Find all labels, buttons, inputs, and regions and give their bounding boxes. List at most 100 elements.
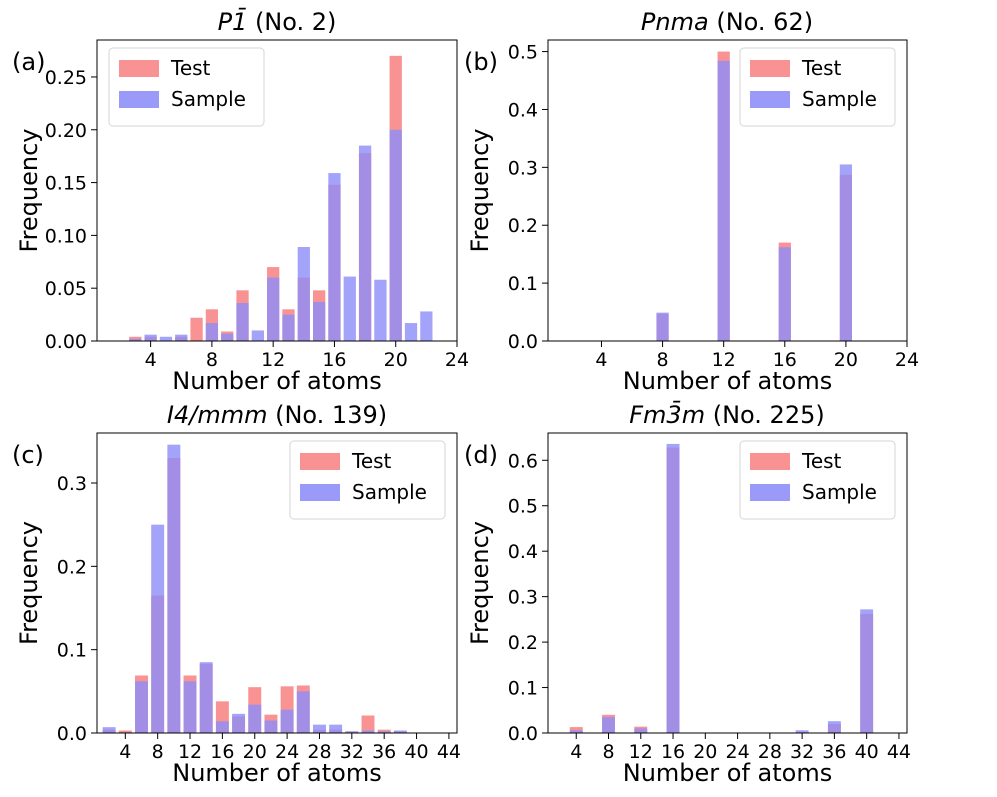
legend-label-test: Test xyxy=(170,56,211,80)
x-axis-label: Number of atoms xyxy=(172,367,381,395)
x-tick-label: 36 xyxy=(372,741,396,763)
y-axis-label: Frequency xyxy=(15,521,43,645)
bar-sample-x13 xyxy=(282,314,295,341)
legend-swatch-test xyxy=(750,453,790,470)
x-axis-label: Number of atoms xyxy=(623,759,832,787)
x-tick-label: 12 xyxy=(261,349,285,371)
y-axis-label: Frequency xyxy=(466,521,494,645)
panel-label: (b) xyxy=(464,48,498,76)
x-tick-label: 8 xyxy=(602,741,614,763)
panel-d: 4 8 12 16 20 24 28 32 36 40 44 0.0 0.1 0.2 0.3 0.4 0.5 0.… xyxy=(464,400,911,787)
bar-sample-x16 xyxy=(215,721,229,733)
x-tick-label: 20 xyxy=(693,741,717,763)
bar-sample-x5 xyxy=(159,336,173,341)
y-tick-label: 0.0 xyxy=(508,331,538,353)
bar-sample-x18 xyxy=(232,713,246,733)
x-tick-label: 12 xyxy=(712,349,736,371)
legend-label-sample: Sample xyxy=(802,87,877,111)
bar-sample-x38 xyxy=(393,730,407,733)
bar-sample-x14 xyxy=(297,247,310,341)
y-tick-label: 0.4 xyxy=(508,541,538,563)
bar-sample-x8 xyxy=(656,312,669,341)
y-tick-label: 0.3 xyxy=(508,157,538,179)
bar-sample-x32 xyxy=(345,731,359,733)
legend-swatch-test xyxy=(119,60,159,77)
bar-sample-x20 xyxy=(839,164,852,341)
bar-sample-x28 xyxy=(313,724,326,733)
bar-sample-x12 xyxy=(267,277,280,341)
legend-label-sample: Sample xyxy=(171,87,246,111)
chart-title-symbol: Pnma xyxy=(641,8,709,36)
bar-sample-x16 xyxy=(328,173,341,341)
x-tick-label: 36 xyxy=(822,741,846,763)
bar-sample-x36 xyxy=(377,731,391,733)
bar-sample-x14 xyxy=(199,662,213,733)
x-tick-label: 32 xyxy=(790,741,814,763)
plot-frame xyxy=(96,432,458,734)
panel-label: (c) xyxy=(12,441,44,469)
legend-swatch-sample xyxy=(750,91,790,108)
x-tick-label: 28 xyxy=(307,741,331,763)
y-tick-label: 0.05 xyxy=(45,278,87,300)
y-tick-label: 0.4 xyxy=(508,99,538,121)
legend-label-test: Test xyxy=(801,449,842,473)
legend: Test Sample xyxy=(739,47,896,127)
chart-title-symbol: Fm3̄m xyxy=(629,400,705,429)
x-tick-label: 24 xyxy=(725,741,749,763)
x-tick-label: 16 xyxy=(210,741,234,763)
bar-sample-x22 xyxy=(264,720,278,733)
y-tick-label: 0.2 xyxy=(508,215,538,237)
y-axis-label: Frequency xyxy=(15,129,43,253)
legend-swatch-sample xyxy=(119,91,159,108)
bar-test-x34 xyxy=(361,715,375,733)
panel-b: 4 8 12 16 20 24 0.0 0.1 0.2 0.3 0.4 0.5 Number of at… xyxy=(464,8,919,395)
legend-label-sample: Sample xyxy=(802,480,877,504)
x-tick-label: 4 xyxy=(119,741,131,763)
chart-title-number: (No. 225) xyxy=(705,401,825,429)
x-tick-label: 44 xyxy=(437,741,461,763)
bar-sample-x12 xyxy=(634,728,648,733)
bar-sample-x16 xyxy=(666,443,680,733)
bar-test-x4 xyxy=(569,727,583,733)
bar-sample-x19 xyxy=(374,279,387,341)
bar-sample-x6 xyxy=(175,334,188,341)
legend-swatch-sample xyxy=(750,484,790,501)
bar-sample-x32 xyxy=(795,730,809,733)
y-tick-label: 0.5 xyxy=(508,496,538,518)
bar-sample-x30 xyxy=(329,724,343,733)
chart-title: Pnma (No. 62) xyxy=(641,8,813,36)
y-tick-label: 0.1 xyxy=(508,678,538,700)
y-tick-label: 0.3 xyxy=(508,587,538,609)
y-tick-label: 0.1 xyxy=(508,273,538,295)
plot-frame xyxy=(96,39,458,342)
y-tick-label: 0.5 xyxy=(508,42,538,64)
bar-sample-x10 xyxy=(167,444,181,733)
bar-sample-x8 xyxy=(602,717,615,733)
y-tick-label: 0.3 xyxy=(57,473,87,495)
x-axis-label: Number of atoms xyxy=(172,759,381,787)
x-tick-label: 4 xyxy=(595,349,607,371)
y-tick-label: 0.00 xyxy=(45,331,87,353)
legend-label-test: Test xyxy=(351,449,392,473)
bar-sample-x10 xyxy=(236,302,249,341)
legend: Test Sample xyxy=(108,47,265,127)
panel-label: (d) xyxy=(464,441,498,469)
x-tick-label: 24 xyxy=(445,349,469,371)
x-tick-label: 20 xyxy=(243,741,267,763)
chart-title: I4/mmm (No. 139) xyxy=(167,401,387,429)
x-tick-label: 8 xyxy=(657,349,669,371)
chart-title-symbol: I4/mmm xyxy=(167,401,268,429)
x-tick-label: 16 xyxy=(661,741,685,763)
y-tick-label: 0.2 xyxy=(508,632,538,654)
y-tick-label: 0.15 xyxy=(45,173,87,195)
legend: Test Sample xyxy=(739,440,896,520)
bar-sample-x8 xyxy=(205,323,219,341)
chart-title: P1̄ (No. 2) xyxy=(218,7,337,36)
x-tick-label: 24 xyxy=(895,349,919,371)
bar-sample-x12 xyxy=(183,681,197,733)
x-tick-label: 12 xyxy=(629,741,653,763)
bar-sample-x34 xyxy=(361,730,375,733)
x-tick-label: 8 xyxy=(152,741,164,763)
bar-sample-x21 xyxy=(404,323,418,341)
